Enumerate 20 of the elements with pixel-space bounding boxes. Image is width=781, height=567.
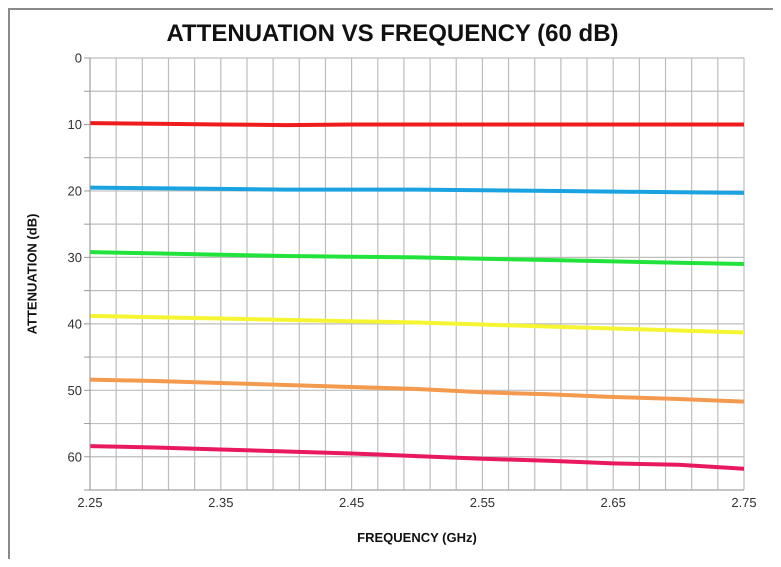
line-series [90,444,744,471]
line-series [90,378,744,404]
y-tick-label: 10 [68,117,82,132]
y-tick-label: 50 [68,382,82,398]
y-axis-title: ATTENUATION (dB) [24,214,40,334]
x-axis-title: FREQUENCY (GHz) [357,530,477,545]
x-tick-label: 2.75 [731,495,757,510]
y-tick-label: 40 [68,316,82,332]
line-series [90,250,744,266]
y-tick-label: 30 [68,250,82,265]
chart-title: ATTENUATION VS FREQUENCY (60 dB) [165,20,620,48]
x-tick-label: 2.55 [470,495,496,510]
y-tick-label: 60 [68,449,82,464]
x-tick-label: 2.45 [338,495,364,510]
x-tick-label: 2.35 [208,495,234,510]
x-tick-label: 2.65 [600,495,626,510]
y-tick-label: 20 [68,184,82,199]
y-tick-label: 0 [74,50,82,66]
line-series [90,314,744,334]
x-tick-label: 2.25 [77,495,103,510]
